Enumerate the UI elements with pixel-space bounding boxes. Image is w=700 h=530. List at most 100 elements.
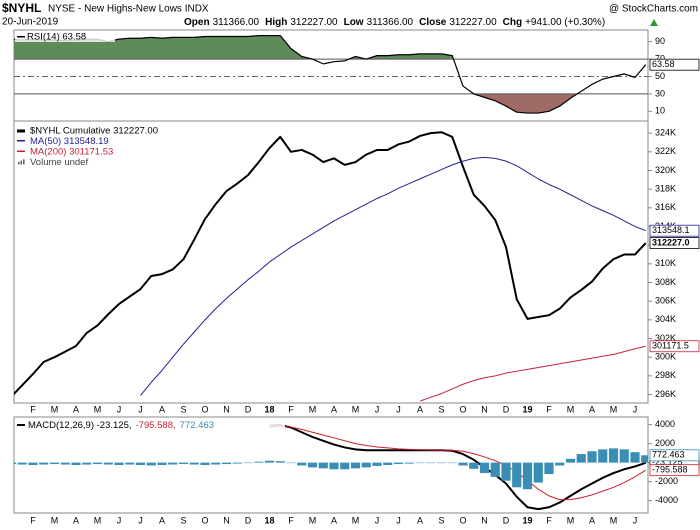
histogram-bar <box>340 462 350 470</box>
histogram-bar <box>286 462 296 464</box>
date: 20-Jun-2019 <box>2 17 59 28</box>
histogram-bar <box>82 462 92 465</box>
legend-swatch <box>23 159 25 165</box>
price-panel <box>13 120 649 404</box>
histogram-bar <box>404 462 414 464</box>
x-tick-label: O <box>459 404 466 414</box>
histogram-bar <box>565 458 576 463</box>
histogram-bar <box>641 455 648 463</box>
histogram-bar <box>135 462 146 465</box>
histogram-bar <box>264 460 275 463</box>
plot-area <box>14 131 647 402</box>
y-tick-label: 2000 <box>655 438 675 448</box>
legend-swatch <box>17 150 25 152</box>
histogram-bar <box>39 462 49 465</box>
x-tick-label: 19 <box>522 404 532 414</box>
histogram-bar <box>630 452 640 463</box>
x-tick-label: F <box>546 404 552 414</box>
y-tick-label: 4000 <box>655 419 675 429</box>
histogram-bar <box>125 462 135 465</box>
x-tick-label: O <box>201 515 208 525</box>
y-tick-label: 70 <box>655 53 665 63</box>
x-tick-label: N <box>223 404 230 414</box>
histogram-bar <box>243 462 253 464</box>
x-tick-label: D <box>245 404 252 414</box>
x-tick-label: S <box>180 404 186 414</box>
histogram-bar <box>415 462 425 464</box>
histogram-bar <box>60 462 70 465</box>
x-tick-label: M <box>610 515 618 525</box>
histogram-bar <box>17 462 27 465</box>
series-line <box>140 156 646 396</box>
legend-label: MA(200) 301171.53 <box>30 147 113 158</box>
symbol: $NYHL <box>2 1 41 15</box>
histogram-bar <box>608 448 619 463</box>
y-tick-label: 318K <box>655 184 676 194</box>
y-tick-label: 296K <box>655 389 676 399</box>
histogram-bar <box>28 462 38 465</box>
x-tick-label: D <box>503 515 510 525</box>
x-tick-label: A <box>159 515 165 525</box>
x-tick-label: F <box>30 515 36 525</box>
series-line <box>14 35 647 114</box>
y-tick-label: 316K <box>655 202 676 212</box>
y-tick-label: 310K <box>655 258 676 268</box>
x-tick-label: D <box>245 515 252 525</box>
x-tick-label: O <box>459 515 466 525</box>
up-arrow <box>650 19 658 26</box>
y-tick-label: 50 <box>655 71 665 81</box>
x-tick-label: J <box>138 515 143 525</box>
histogram-bar <box>200 462 210 465</box>
x-tick-label: A <box>73 404 79 414</box>
y-tick-label: 322K <box>655 146 676 156</box>
value-tag-box <box>649 464 700 477</box>
value-tag: 63.58 <box>652 59 675 69</box>
x-tick-label: A <box>589 404 595 414</box>
histogram-bar <box>458 462 468 466</box>
histogram-bar <box>114 462 124 465</box>
subtitle: NYSE - New Highs-New Lows INDX <box>48 4 209 15</box>
y-tick-label: 30 <box>655 88 665 98</box>
quote-value: 312227.00 <box>290 17 338 28</box>
y-tick-label: 306K <box>655 296 676 306</box>
x-tick-label: F <box>30 404 36 414</box>
y-tick-label: -2000 <box>655 476 678 486</box>
quote: Open 311366.00 High 312227.00 Low 311366.00 Cl… <box>184 17 605 28</box>
x-tick-label: J <box>396 515 401 525</box>
value-tag-box <box>649 449 700 462</box>
y-tick-label: 304K <box>655 314 676 324</box>
y-tick-label: -4000 <box>655 495 678 505</box>
y-tick-label: 90 <box>655 36 665 46</box>
histogram-bar <box>598 449 608 463</box>
legend-label: Volume undef <box>30 157 88 168</box>
x-tick-label: J <box>375 515 380 525</box>
histogram-bar <box>372 462 382 466</box>
legend-swatch <box>18 161 20 165</box>
legend-swatch <box>17 140 25 142</box>
value-tag: -795.588 <box>652 465 688 475</box>
series-line <box>14 131 647 396</box>
x-tick-label: N <box>481 515 488 525</box>
x-tick-label: 18 <box>264 515 274 525</box>
x-tick-label: M <box>309 404 317 414</box>
x-tick-label: D <box>503 404 510 414</box>
value-tag-box <box>649 340 700 353</box>
histogram-bar <box>361 462 371 468</box>
value-tag: -23.125 <box>652 457 683 467</box>
histogram-bar <box>318 462 328 469</box>
series-line <box>269 426 647 501</box>
x-tick-label: M <box>51 404 59 414</box>
quote-value: +941.00 (+0.30%) <box>525 17 605 28</box>
quote-label: Low <box>344 17 364 28</box>
histogram-bar <box>576 454 586 463</box>
y-tick-label: 298K <box>655 370 676 380</box>
plot-area <box>14 35 648 114</box>
y-tick-label: 308K <box>655 277 676 287</box>
quote-value: 312227.00 <box>449 17 497 28</box>
histogram-bar <box>522 462 533 490</box>
histogram-bar <box>469 462 479 469</box>
value-tag: 313548.1 <box>652 225 690 235</box>
histogram-bar <box>221 462 232 465</box>
